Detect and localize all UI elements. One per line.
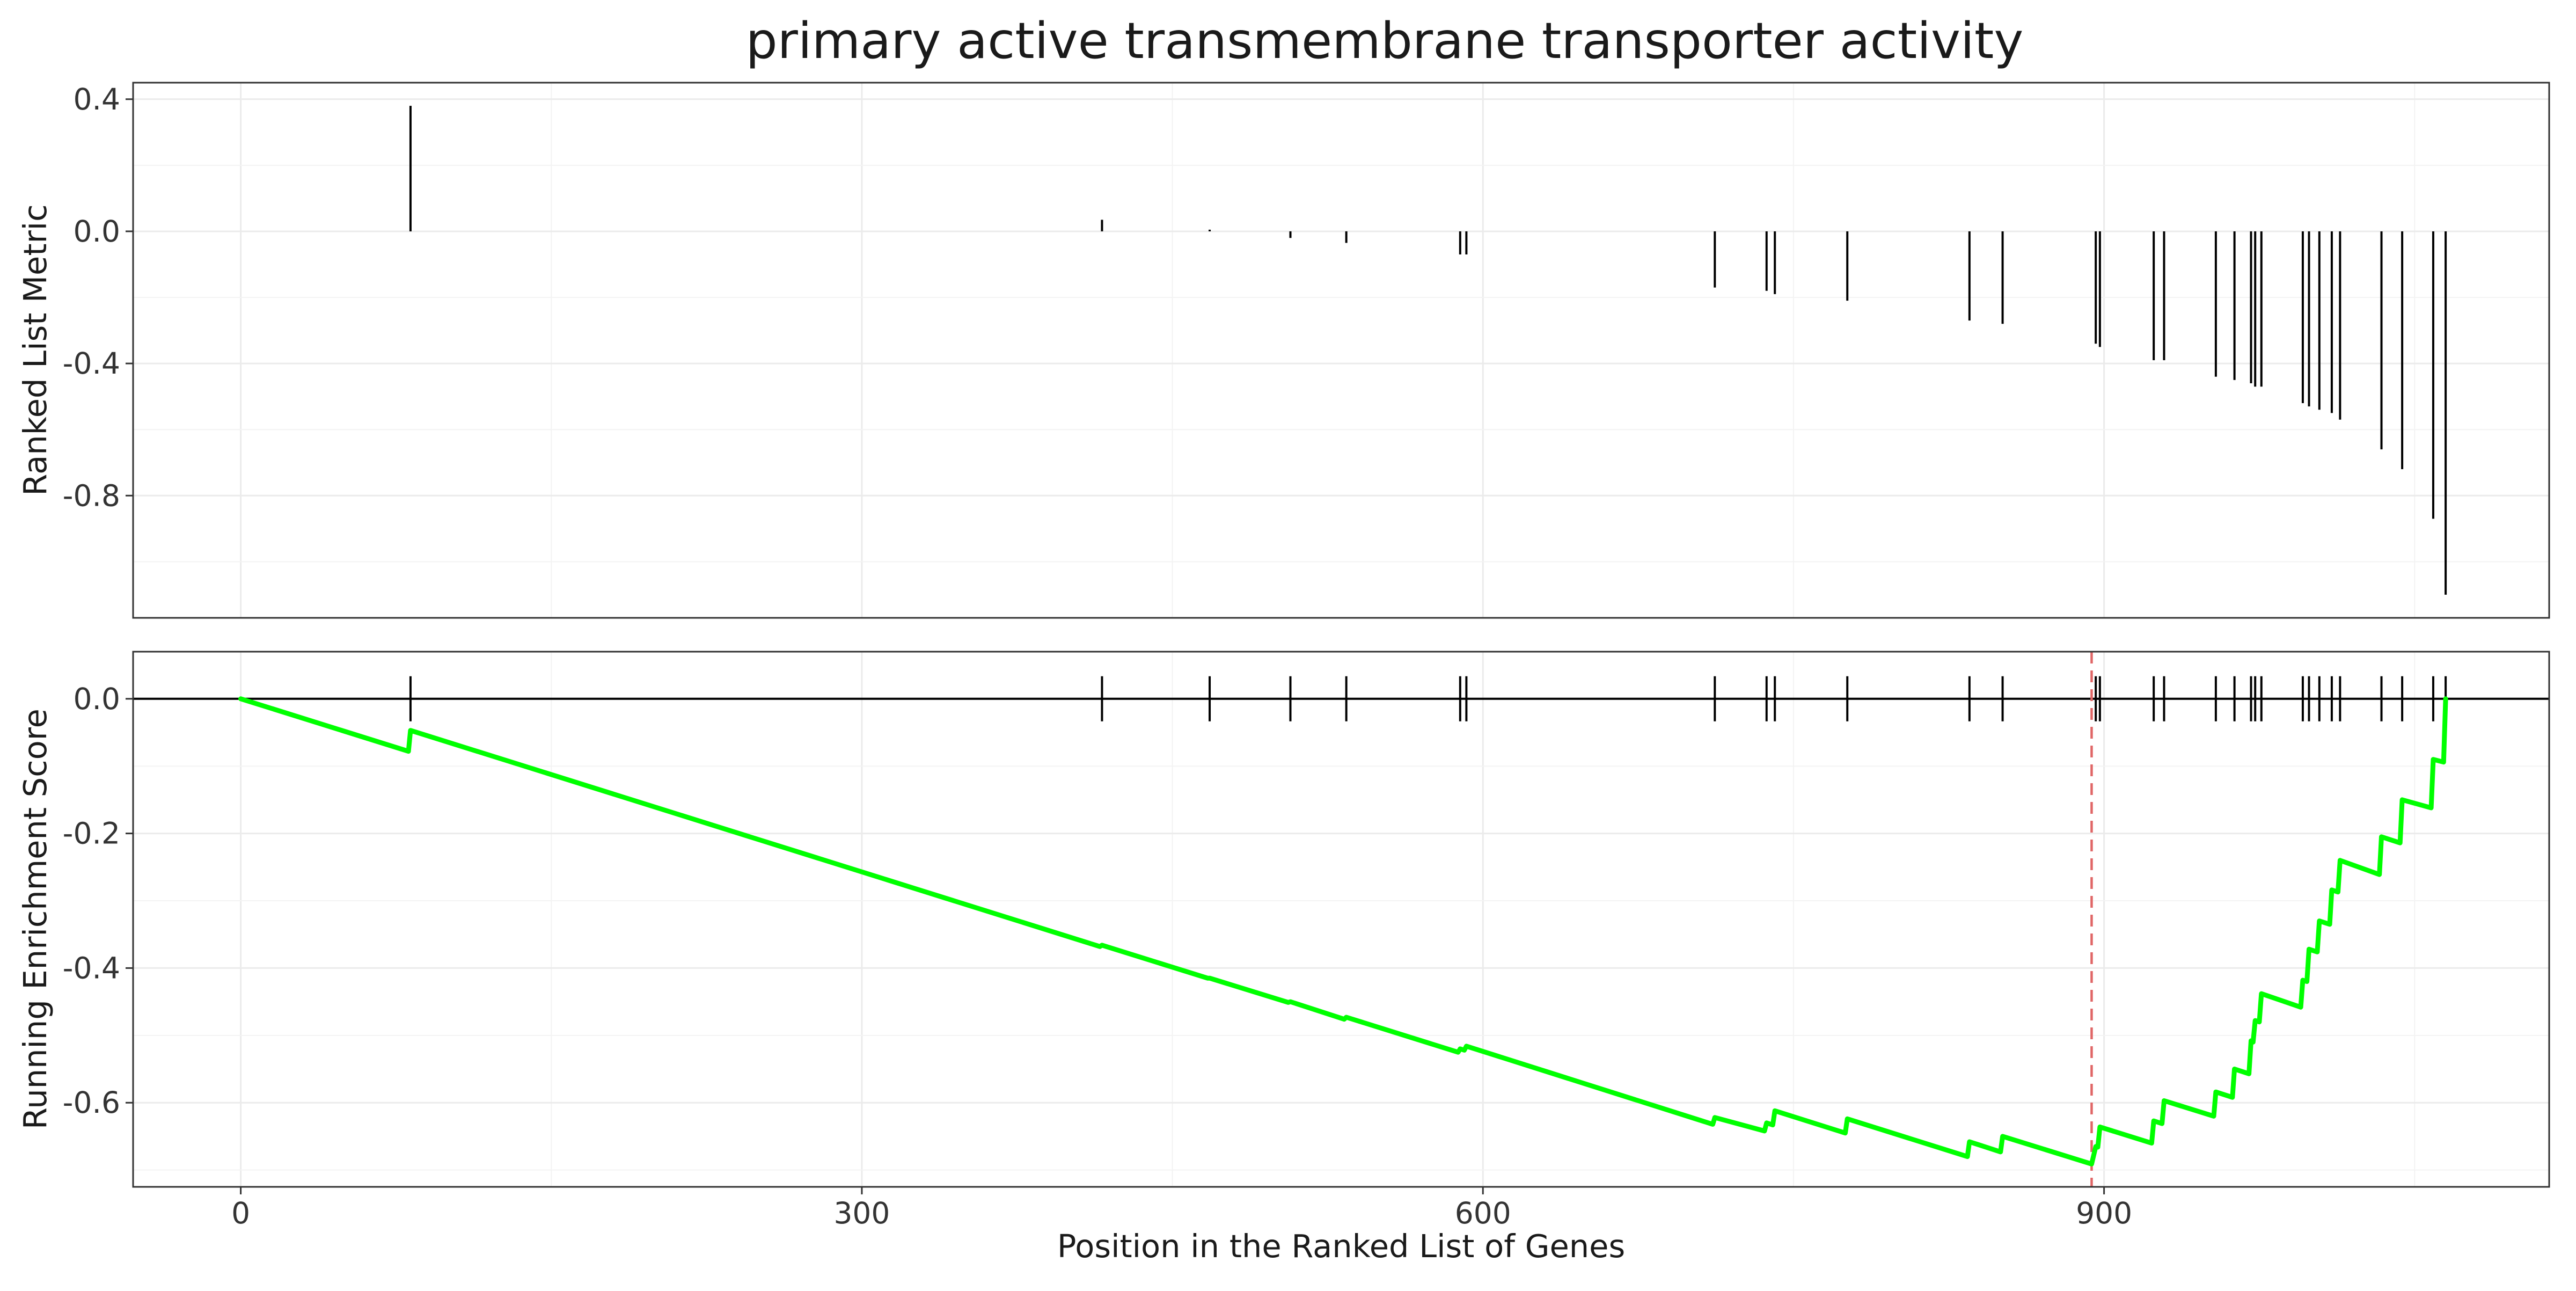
x-tick-label: 0 — [231, 1196, 250, 1230]
running-es-panel-border — [132, 651, 2550, 1188]
metric-panel-background — [133, 83, 2549, 618]
y-tick-label: 0.0 — [74, 682, 120, 716]
chart-title: primary active transmembrane transporter… — [746, 12, 2024, 70]
y-tick-label: -0.8 — [63, 478, 120, 513]
running-es-panel-background — [133, 652, 2549, 1187]
x-tick-label: 300 — [833, 1196, 890, 1230]
running-es-y-axis-title: Running Enrichment Score — [17, 709, 54, 1129]
x-tick-label: 600 — [1455, 1196, 1511, 1230]
y-tick-label: 0.0 — [74, 214, 120, 249]
metric-panel-border — [132, 82, 2550, 619]
metric-y-axis-title: Ranked List Metric — [17, 204, 54, 495]
y-tick-label: -0.6 — [63, 1085, 120, 1120]
running-es-y-ticks: 0.0 -0.2 -0.4 -0.6 — [63, 682, 133, 1120]
metric-gridlines — [133, 83, 2549, 618]
x-axis-title: Position in the Ranked List of Genes — [1057, 1228, 1625, 1265]
y-tick-label: -0.4 — [63, 346, 120, 381]
y-tick-label: 0.4 — [74, 82, 120, 116]
y-tick-label: -0.4 — [63, 951, 120, 985]
running-es-line — [238, 696, 2448, 1166]
running-es-panel: 0.0 -0.2 -0.4 -0.6 Running Enrichment Score — [17, 651, 2550, 1188]
metric-bars — [409, 106, 2447, 595]
x-tick-label: 900 — [2076, 1196, 2132, 1230]
x-axis: 0 300 600 900 — [231, 1187, 2132, 1230]
y-tick-label: -0.2 — [63, 816, 120, 851]
metric-panel: 0.4 0.0 -0.4 -0.8 Ranked List Metric — [17, 82, 2550, 619]
metric-y-ticks: 0.4 0.0 -0.4 -0.8 — [63, 82, 133, 513]
